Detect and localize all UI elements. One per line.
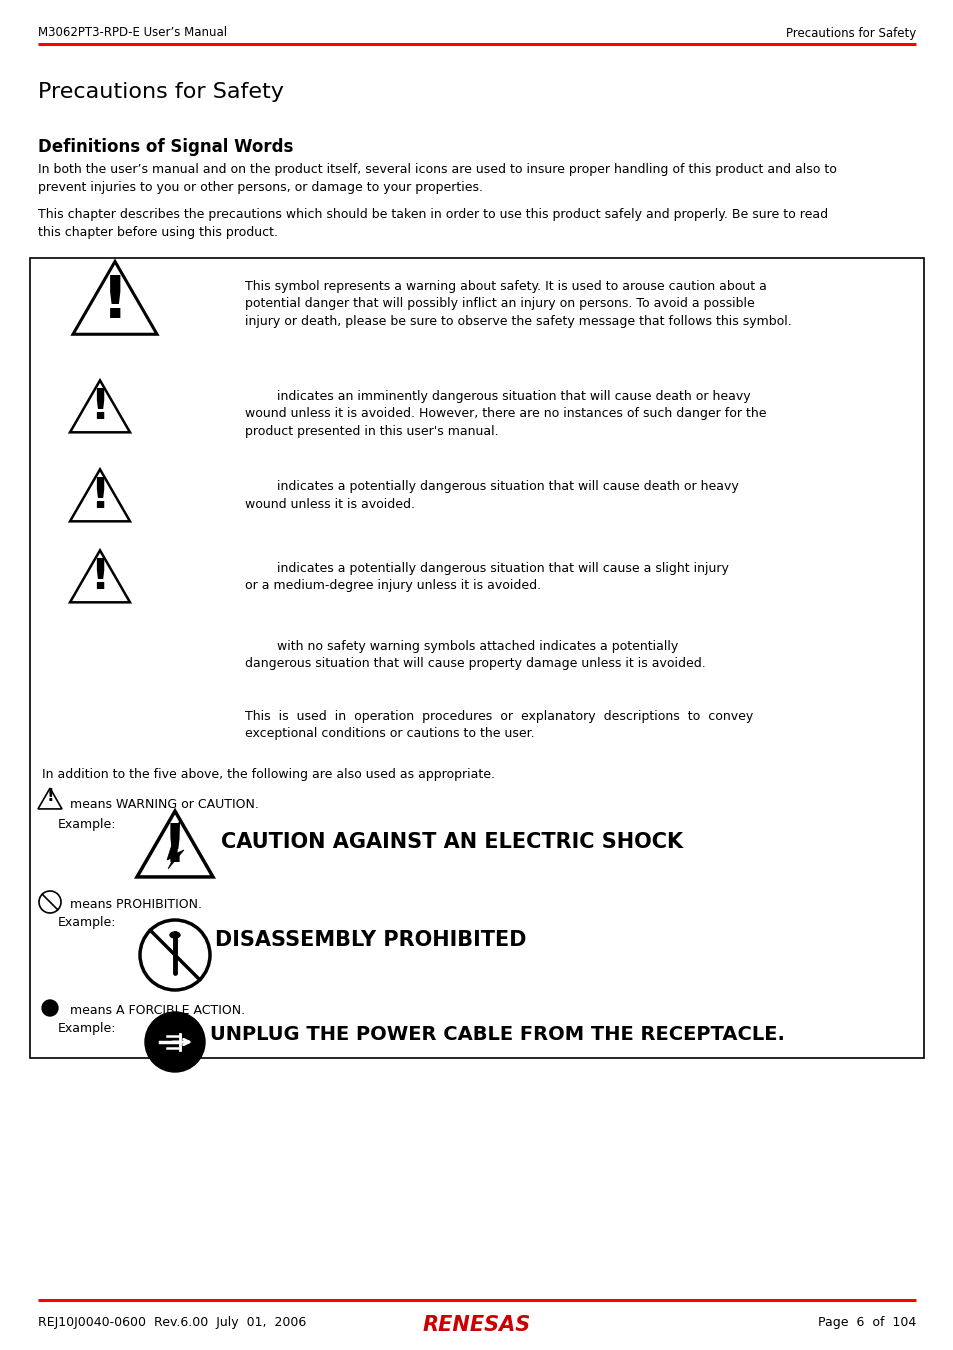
Bar: [30, 258, 923, 1058]
Text: CAUTION AGAINST AN ELECTRIC SHOCK: CAUTION AGAINST AN ELECTRIC SHOCK: [221, 832, 682, 852]
Text: Example:: Example:: [58, 1022, 116, 1035]
Text: This chapter describes the precautions which should be taken in order to use thi: This chapter describes the precautions w…: [38, 208, 827, 239]
Text: In addition to the five above, the following are also used as appropriate.: In addition to the five above, the follo…: [42, 768, 495, 782]
Text: indicates a potentially dangerous situation that will cause death or heavy
wound: indicates a potentially dangerous situat…: [245, 481, 738, 510]
Text: Example:: Example:: [58, 818, 116, 832]
Text: Precautions for Safety: Precautions for Safety: [785, 27, 915, 39]
Text: This  is  used  in  operation  procedures  or  explanatory  descriptions  to  co: This is used in operation procedures or …: [245, 710, 753, 741]
Text: REJ10J0040-0600  Rev.6.00  July  01,  2006: REJ10J0040-0600 Rev.6.00 July 01, 2006: [38, 1316, 306, 1328]
Text: !: !: [163, 821, 187, 873]
Text: M3062PT3-RPD-E User’s Manual: M3062PT3-RPD-E User’s Manual: [38, 27, 227, 39]
Text: Precautions for Safety: Precautions for Safety: [38, 82, 284, 103]
Text: This symbol represents a warning about safety. It is used to arouse caution abou: This symbol represents a warning about s…: [245, 279, 791, 328]
Text: !: !: [102, 273, 128, 331]
Polygon shape: [167, 819, 184, 869]
Text: Example:: Example:: [58, 917, 116, 929]
Text: Definitions of Signal Words: Definitions of Signal Words: [38, 138, 294, 157]
Text: means PROHIBITION.: means PROHIBITION.: [70, 898, 202, 911]
Text: means WARNING or CAUTION.: means WARNING or CAUTION.: [70, 798, 258, 811]
Ellipse shape: [170, 931, 180, 938]
Circle shape: [145, 1012, 205, 1072]
Text: indicates an imminently dangerous situation that will cause death or heavy
wound: indicates an imminently dangerous situat…: [245, 390, 765, 437]
Text: RENESAS: RENESAS: [422, 1315, 531, 1335]
Text: UNPLUG THE POWER CABLE FROM THE RECEPTACLE.: UNPLUG THE POWER CABLE FROM THE RECEPTAC…: [210, 1025, 784, 1044]
Text: DISASSEMBLY PROHIBITED: DISASSEMBLY PROHIBITED: [214, 930, 526, 950]
Text: with no safety warning symbols attached indicates a potentially
dangerous situat: with no safety warning symbols attached …: [245, 640, 705, 671]
Text: !: !: [91, 475, 110, 517]
Text: indicates a potentially dangerous situation that will cause a slight injury
or a: indicates a potentially dangerous situat…: [245, 562, 728, 593]
Text: !: !: [91, 386, 110, 428]
Text: In both the user’s manual and on the product itself, several icons are used to i: In both the user’s manual and on the pro…: [38, 163, 836, 194]
Text: means A FORCIBLE ACTION.: means A FORCIBLE ACTION.: [70, 1004, 245, 1017]
Text: !: !: [91, 556, 110, 598]
Text: Page  6  of  104: Page 6 of 104: [817, 1316, 915, 1328]
Circle shape: [42, 1000, 58, 1017]
Text: !: !: [46, 787, 53, 805]
